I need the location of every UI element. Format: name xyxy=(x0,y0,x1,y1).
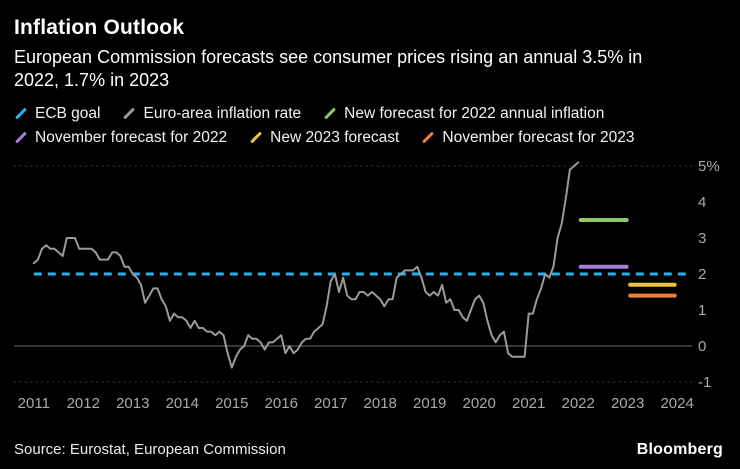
y-axis-label: 2 xyxy=(698,266,706,283)
x-axis-label: 2014 xyxy=(166,395,199,412)
euro-area-inflation-rate-line xyxy=(32,161,580,369)
legend-item-label: November forecast for 2023 xyxy=(442,128,635,146)
legend-item-euro-area-inflation-rate: Euro-area inflation rate xyxy=(122,103,301,124)
bloomberg-logo: Bloomberg xyxy=(629,437,730,463)
y-axis-label: -1 xyxy=(698,374,711,391)
legend-item-label: November forecast for 2022 xyxy=(35,128,228,146)
legend-line-icon xyxy=(14,131,28,144)
legend: ECB goal Euro-area inflation rate New fo… xyxy=(14,103,719,148)
x-axis-label: 2011 xyxy=(18,395,50,412)
legend-item-november-forecast-2022: November forecast for 2022 xyxy=(14,127,227,148)
legend-line-icon xyxy=(250,131,263,144)
y-axis-label: 3 xyxy=(698,230,706,247)
legend-item-label: New 2023 forecast xyxy=(270,128,400,146)
chart-subtitle: European Commission forecasts see consum… xyxy=(14,47,643,90)
y-axis-label: 1 xyxy=(698,302,706,319)
y-axis-label: 4 xyxy=(698,194,706,211)
legend-item-label: ECB goal xyxy=(35,104,101,122)
legend-item-new-forecast-2022: New forecast for 2022 annual inflation xyxy=(323,103,604,124)
x-axis-label: 2019 xyxy=(413,395,446,412)
x-axis-label: 2018 xyxy=(364,395,397,412)
chart-title: Inflation Outlook xyxy=(14,16,185,39)
x-axis-label: 2024 xyxy=(660,395,693,412)
x-axis-label: 2022 xyxy=(561,395,594,412)
legend-item-label: Euro-area inflation rate xyxy=(143,104,302,122)
x-axis-label: 2013 xyxy=(116,395,149,412)
legend-item-ecb-goal: ECB goal xyxy=(14,103,100,124)
x-axis-label: 2023 xyxy=(611,395,644,412)
x-axis-label: 2015 xyxy=(215,395,248,412)
x-axis-label: 2016 xyxy=(265,395,298,412)
y-axis-label: 0 xyxy=(698,338,706,355)
x-axis-label: 2020 xyxy=(463,395,496,412)
legend-line-icon xyxy=(14,107,28,120)
legend-item-november-forecast-2023: November forecast for 2023 xyxy=(421,127,635,148)
y-axis-label: 5% xyxy=(698,158,720,175)
legend-line-icon xyxy=(324,107,337,120)
x-axis-label: 2021 xyxy=(512,395,545,412)
legend-line-icon xyxy=(422,131,435,144)
inflation-line-chart: 5% 4 3 2 1 0 -1 2011 2012 2013 2014 2015 2016 2017 201… xyxy=(14,158,720,412)
x-axis-label: 2012 xyxy=(67,395,100,412)
x-axis-label: 2017 xyxy=(314,395,347,412)
legend-line-icon xyxy=(123,107,136,120)
legend-item-new-2023-forecast: New 2023 forecast xyxy=(249,127,399,148)
source-note: Source: Eurostat, European Commission xyxy=(14,441,286,458)
legend-item-label: New forecast for 2022 annual inflation xyxy=(344,104,605,122)
